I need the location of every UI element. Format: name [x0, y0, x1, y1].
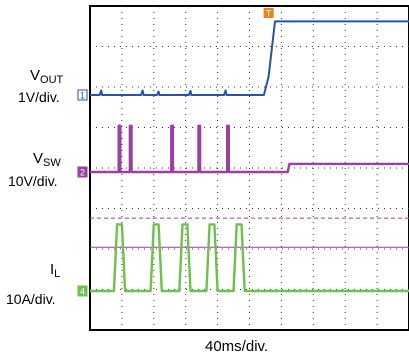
vout-label: VOUT	[30, 67, 64, 86]
trigger-marker-label: T	[266, 9, 272, 19]
channel-marker-box	[77, 89, 88, 101]
trace-vout	[90, 20, 409, 96]
channel-marker-vsw: 2	[77, 166, 88, 178]
channel-marker-label: 2	[80, 168, 85, 178]
channel-marker-vout: 1	[77, 89, 88, 101]
channel-marker-il: 4	[77, 285, 88, 297]
trace-il	[90, 223, 409, 293]
trigger-marker: T	[263, 8, 274, 19]
channel-marker-label: 1	[80, 91, 85, 101]
grid	[90, 6, 409, 330]
traces	[90, 20, 409, 293]
vsw-label: VSW	[33, 150, 61, 169]
vout-scale: 1V/div.	[18, 89, 60, 105]
channel-marker-box	[77, 285, 88, 297]
trace-vsw	[90, 124, 409, 174]
channel-marker-label: 4	[80, 287, 85, 297]
vsw-scale: 10V/div.	[8, 173, 58, 189]
reference-lines	[90, 217, 409, 248]
il-scale: 10A/div.	[6, 291, 56, 307]
il-label: IL	[50, 261, 61, 280]
channel-marker-box	[77, 166, 88, 178]
x-axis-scale: 40ms/div.	[205, 338, 269, 355]
channel-markers: 1 2 4 T	[77, 8, 274, 297]
